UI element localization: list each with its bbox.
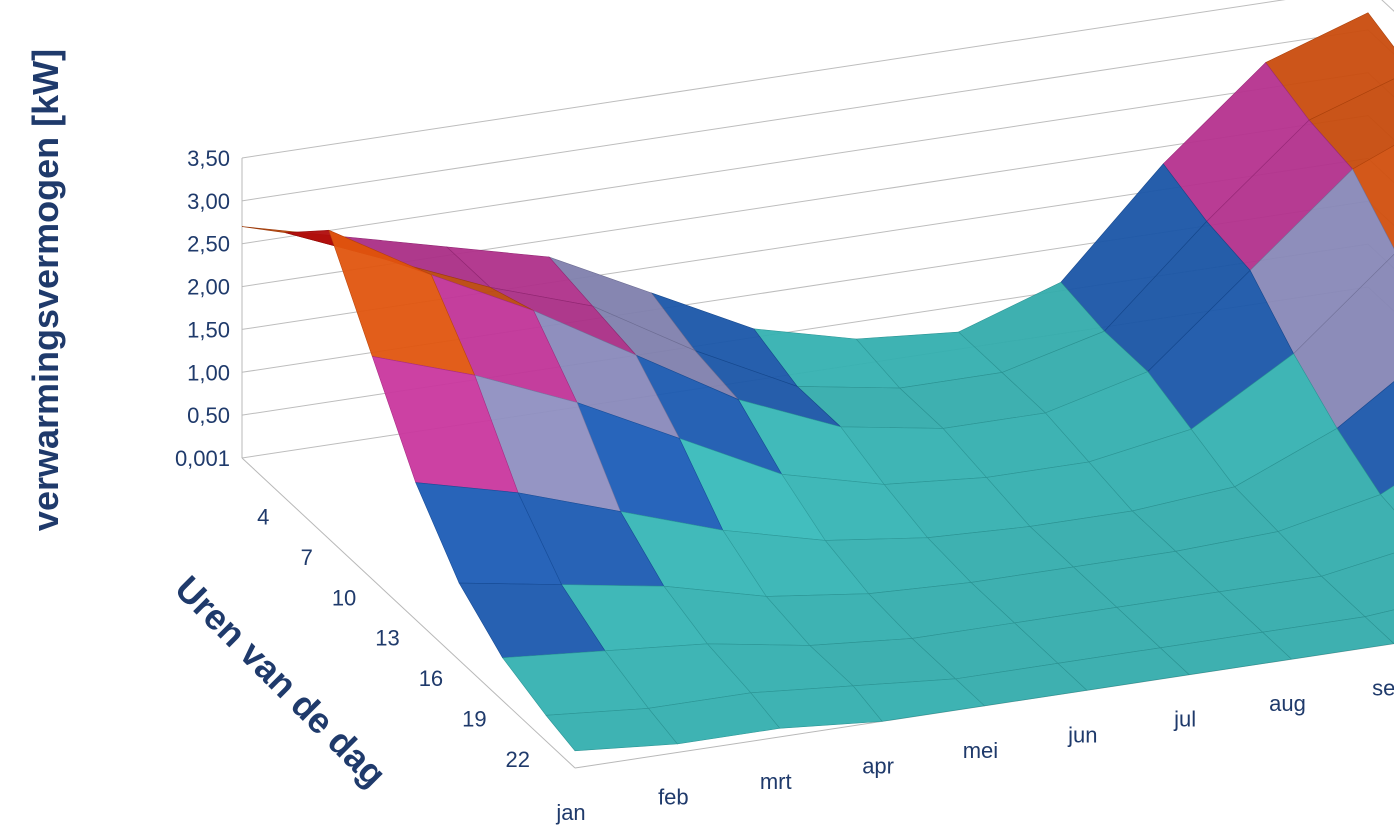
hour-tick-label: 7 (301, 545, 313, 570)
z-tick-label: 2,00 (187, 275, 230, 300)
hour-tick-label: 4 (257, 504, 269, 529)
hour-axis-title: Uren van de dag (167, 568, 394, 795)
surface-patch (1379, 485, 1394, 511)
month-tick-labels: janfebmrtaprmeijunjulaugsepoktnovdec (555, 676, 1394, 825)
z-gridline (241, 0, 1394, 159)
z-axis-title: verwarmingsvermogen [kW] (25, 49, 66, 531)
z-tick-label: 2,50 (187, 232, 230, 257)
month-tick-label: aug (1269, 691, 1306, 716)
hour-tick-labels: 4 7 10 13 16 19 22 (257, 504, 530, 772)
z-tick-label: 1,50 (187, 317, 230, 342)
z-tick-label: 0,001 (175, 446, 230, 471)
hour-tick-label: 13 (375, 626, 399, 651)
z-tick-labels: 0,001 0,50 1,00 1,50 2,00 2,50 3,00 3,50 (175, 146, 230, 471)
month-tick-label: jun (1067, 722, 1097, 747)
month-tick-label: mrt (760, 769, 792, 794)
z-tick-label: 3,00 (187, 189, 230, 214)
hour-tick-label: 22 (506, 747, 530, 772)
month-tick-label: sep (1372, 676, 1394, 701)
month-tick-label: jan (555, 800, 585, 825)
month-tick-label: feb (658, 784, 689, 809)
month-tick-label: apr (862, 753, 894, 778)
hour-axis-line (241, 457, 576, 769)
z-tick-label: 3,50 (187, 146, 230, 171)
hour-tick-label: 19 (462, 707, 486, 732)
month-tick-label: jul (1173, 707, 1196, 732)
surface-patch (545, 708, 678, 752)
surface-plot (241, 12, 1394, 752)
month-tick-label: mei (963, 738, 998, 763)
hour-tick-label: 10 (332, 585, 356, 610)
z-tick-label: 1,00 (187, 360, 230, 385)
hour-tick-label: 16 (419, 666, 443, 691)
z-tick-label: 0,50 (187, 403, 230, 428)
